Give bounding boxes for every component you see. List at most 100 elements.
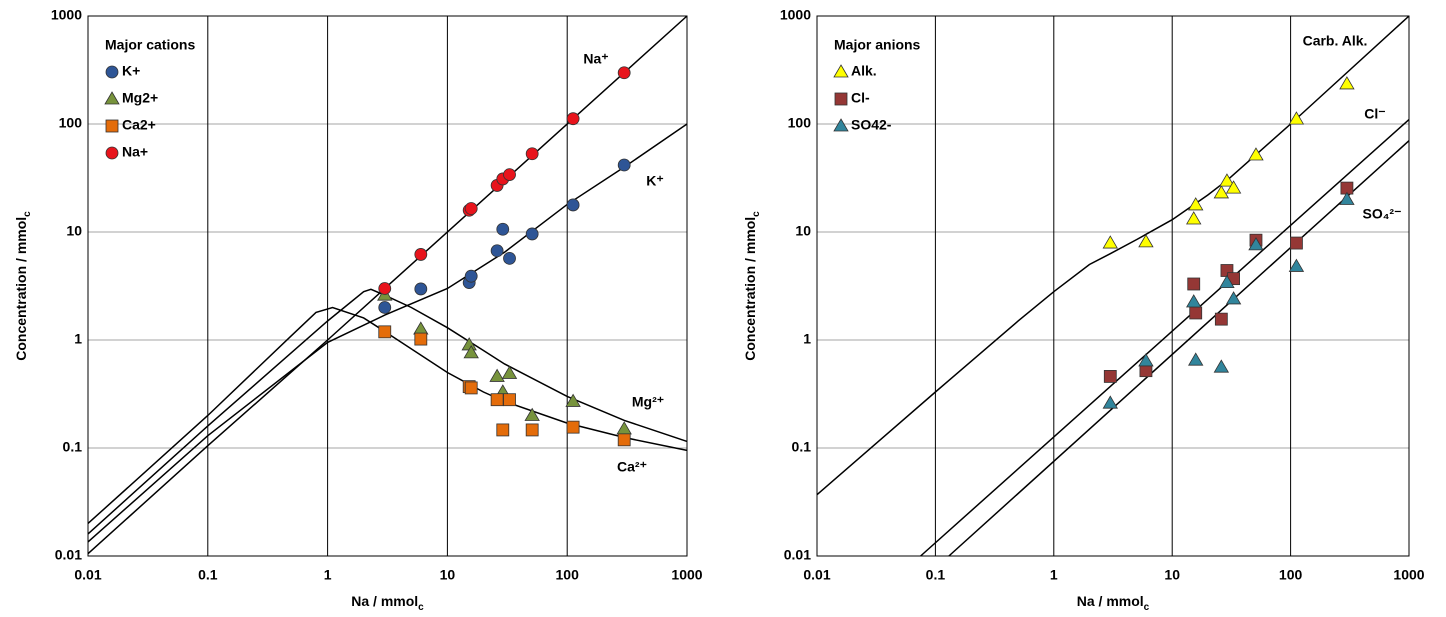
data-point — [1103, 370, 1117, 383]
x-axis-title-sub: c — [1144, 602, 1150, 613]
data-point — [1219, 173, 1235, 187]
data-point — [490, 244, 504, 258]
legend-marker — [105, 146, 119, 160]
model-curve — [87, 288, 688, 535]
y-axis-title-sub: c — [751, 211, 762, 217]
model-curve — [87, 123, 688, 543]
y-tick-label: 1000 — [780, 7, 811, 23]
data-point — [490, 393, 504, 407]
curve-label: Na⁺ — [583, 51, 608, 67]
data-point — [1248, 237, 1264, 251]
data-point — [1219, 274, 1235, 288]
data-point — [378, 282, 392, 295]
y-tick-label: 100 — [788, 115, 812, 131]
data-point — [1188, 352, 1204, 366]
legend-label: SO42- — [851, 117, 892, 133]
data-point — [1225, 291, 1242, 305]
data-point — [1339, 191, 1355, 205]
data-point — [1186, 211, 1202, 225]
model-curve — [920, 118, 1410, 557]
x-tick-label: 0.01 — [803, 567, 830, 583]
data-point — [524, 407, 540, 421]
data-point — [1186, 294, 1202, 308]
data-point — [464, 202, 478, 215]
y-tick-label: 0.01 — [784, 547, 811, 563]
data-point — [1188, 197, 1204, 211]
data-point — [503, 168, 516, 182]
data-point — [1288, 111, 1305, 125]
x-axis-title-text: Na / mmol — [351, 593, 418, 609]
x-tick-label: 1 — [324, 567, 332, 583]
data-point — [464, 269, 478, 283]
y-tick-label: 10 — [795, 223, 811, 239]
data-point — [464, 381, 478, 395]
curve-label: K⁺ — [646, 173, 664, 189]
x-tick-label: 1000 — [671, 567, 702, 583]
legend-label: Alk. — [851, 63, 877, 79]
x-tick-label: 10 — [440, 567, 456, 583]
data-point — [414, 332, 428, 346]
legend-marker — [834, 92, 848, 106]
data-point — [378, 301, 392, 314]
y-axis-title: Concentration / mmolc — [13, 211, 33, 361]
data-point — [617, 433, 631, 447]
x-tick-label: 0.1 — [926, 567, 946, 583]
y-tick-label: 1 — [803, 331, 811, 347]
data-point — [565, 393, 581, 407]
data-point — [617, 158, 631, 172]
data-point — [413, 321, 429, 335]
legend-title: Major cations — [105, 37, 195, 53]
y-tick-label: 1000 — [51, 7, 82, 23]
y-tick-label: 10 — [66, 223, 82, 239]
x-axis-title-text: Na / mmol — [1077, 593, 1144, 609]
legend-title: Major anions — [834, 37, 921, 53]
x-tick-label: 1 — [1050, 567, 1058, 583]
y-axis-title-text: Concentration / mmol — [13, 217, 29, 361]
y-axis-title-sub: c — [22, 211, 33, 217]
y-tick-label: 0.01 — [55, 547, 82, 563]
data-point — [1339, 76, 1355, 90]
legend-marker — [105, 119, 119, 133]
curve-label: Carb. Alk. — [1303, 33, 1368, 49]
data-point — [414, 282, 428, 296]
y-tick-label: 0.1 — [792, 439, 812, 455]
x-tick-label: 10 — [1164, 567, 1180, 583]
data-point — [496, 423, 510, 437]
x-tick-label: 100 — [1279, 567, 1303, 583]
y-tick-label: 1 — [74, 331, 82, 347]
legend-label: Na+ — [122, 144, 148, 160]
data-point — [525, 227, 539, 241]
data-point — [1102, 235, 1118, 249]
plot-frame — [816, 15, 1410, 557]
x-tick-label: 100 — [556, 567, 580, 583]
data-point — [1290, 236, 1303, 250]
x-tick-label: 0.1 — [198, 567, 218, 583]
data-point — [414, 248, 428, 261]
data-point — [616, 421, 632, 435]
data-point — [1189, 306, 1203, 320]
data-point — [1288, 258, 1305, 272]
curve-label: SO₄²⁻ — [1363, 206, 1402, 222]
curve-label: Ca²⁺ — [617, 459, 647, 475]
x-axis-title: Na / mmolc — [1077, 593, 1150, 613]
data-point — [503, 393, 516, 407]
data-point — [378, 325, 392, 339]
legend-label: K+ — [122, 63, 140, 79]
data-point — [1138, 353, 1154, 367]
legend-label: Cl- — [851, 90, 870, 106]
data-point — [525, 147, 539, 161]
x-tick-label: 1000 — [1393, 567, 1424, 583]
plot-frame — [87, 15, 688, 557]
data-point — [1102, 395, 1118, 409]
data-point — [489, 368, 505, 382]
legend-marker — [833, 64, 849, 78]
model-curve — [816, 15, 1410, 496]
data-point — [566, 112, 580, 126]
data-point — [496, 222, 510, 236]
x-axis-title-sub: c — [418, 602, 424, 613]
data-point — [1214, 312, 1228, 326]
legend-marker — [104, 91, 120, 105]
data-point — [617, 66, 631, 80]
data-point — [566, 198, 580, 212]
